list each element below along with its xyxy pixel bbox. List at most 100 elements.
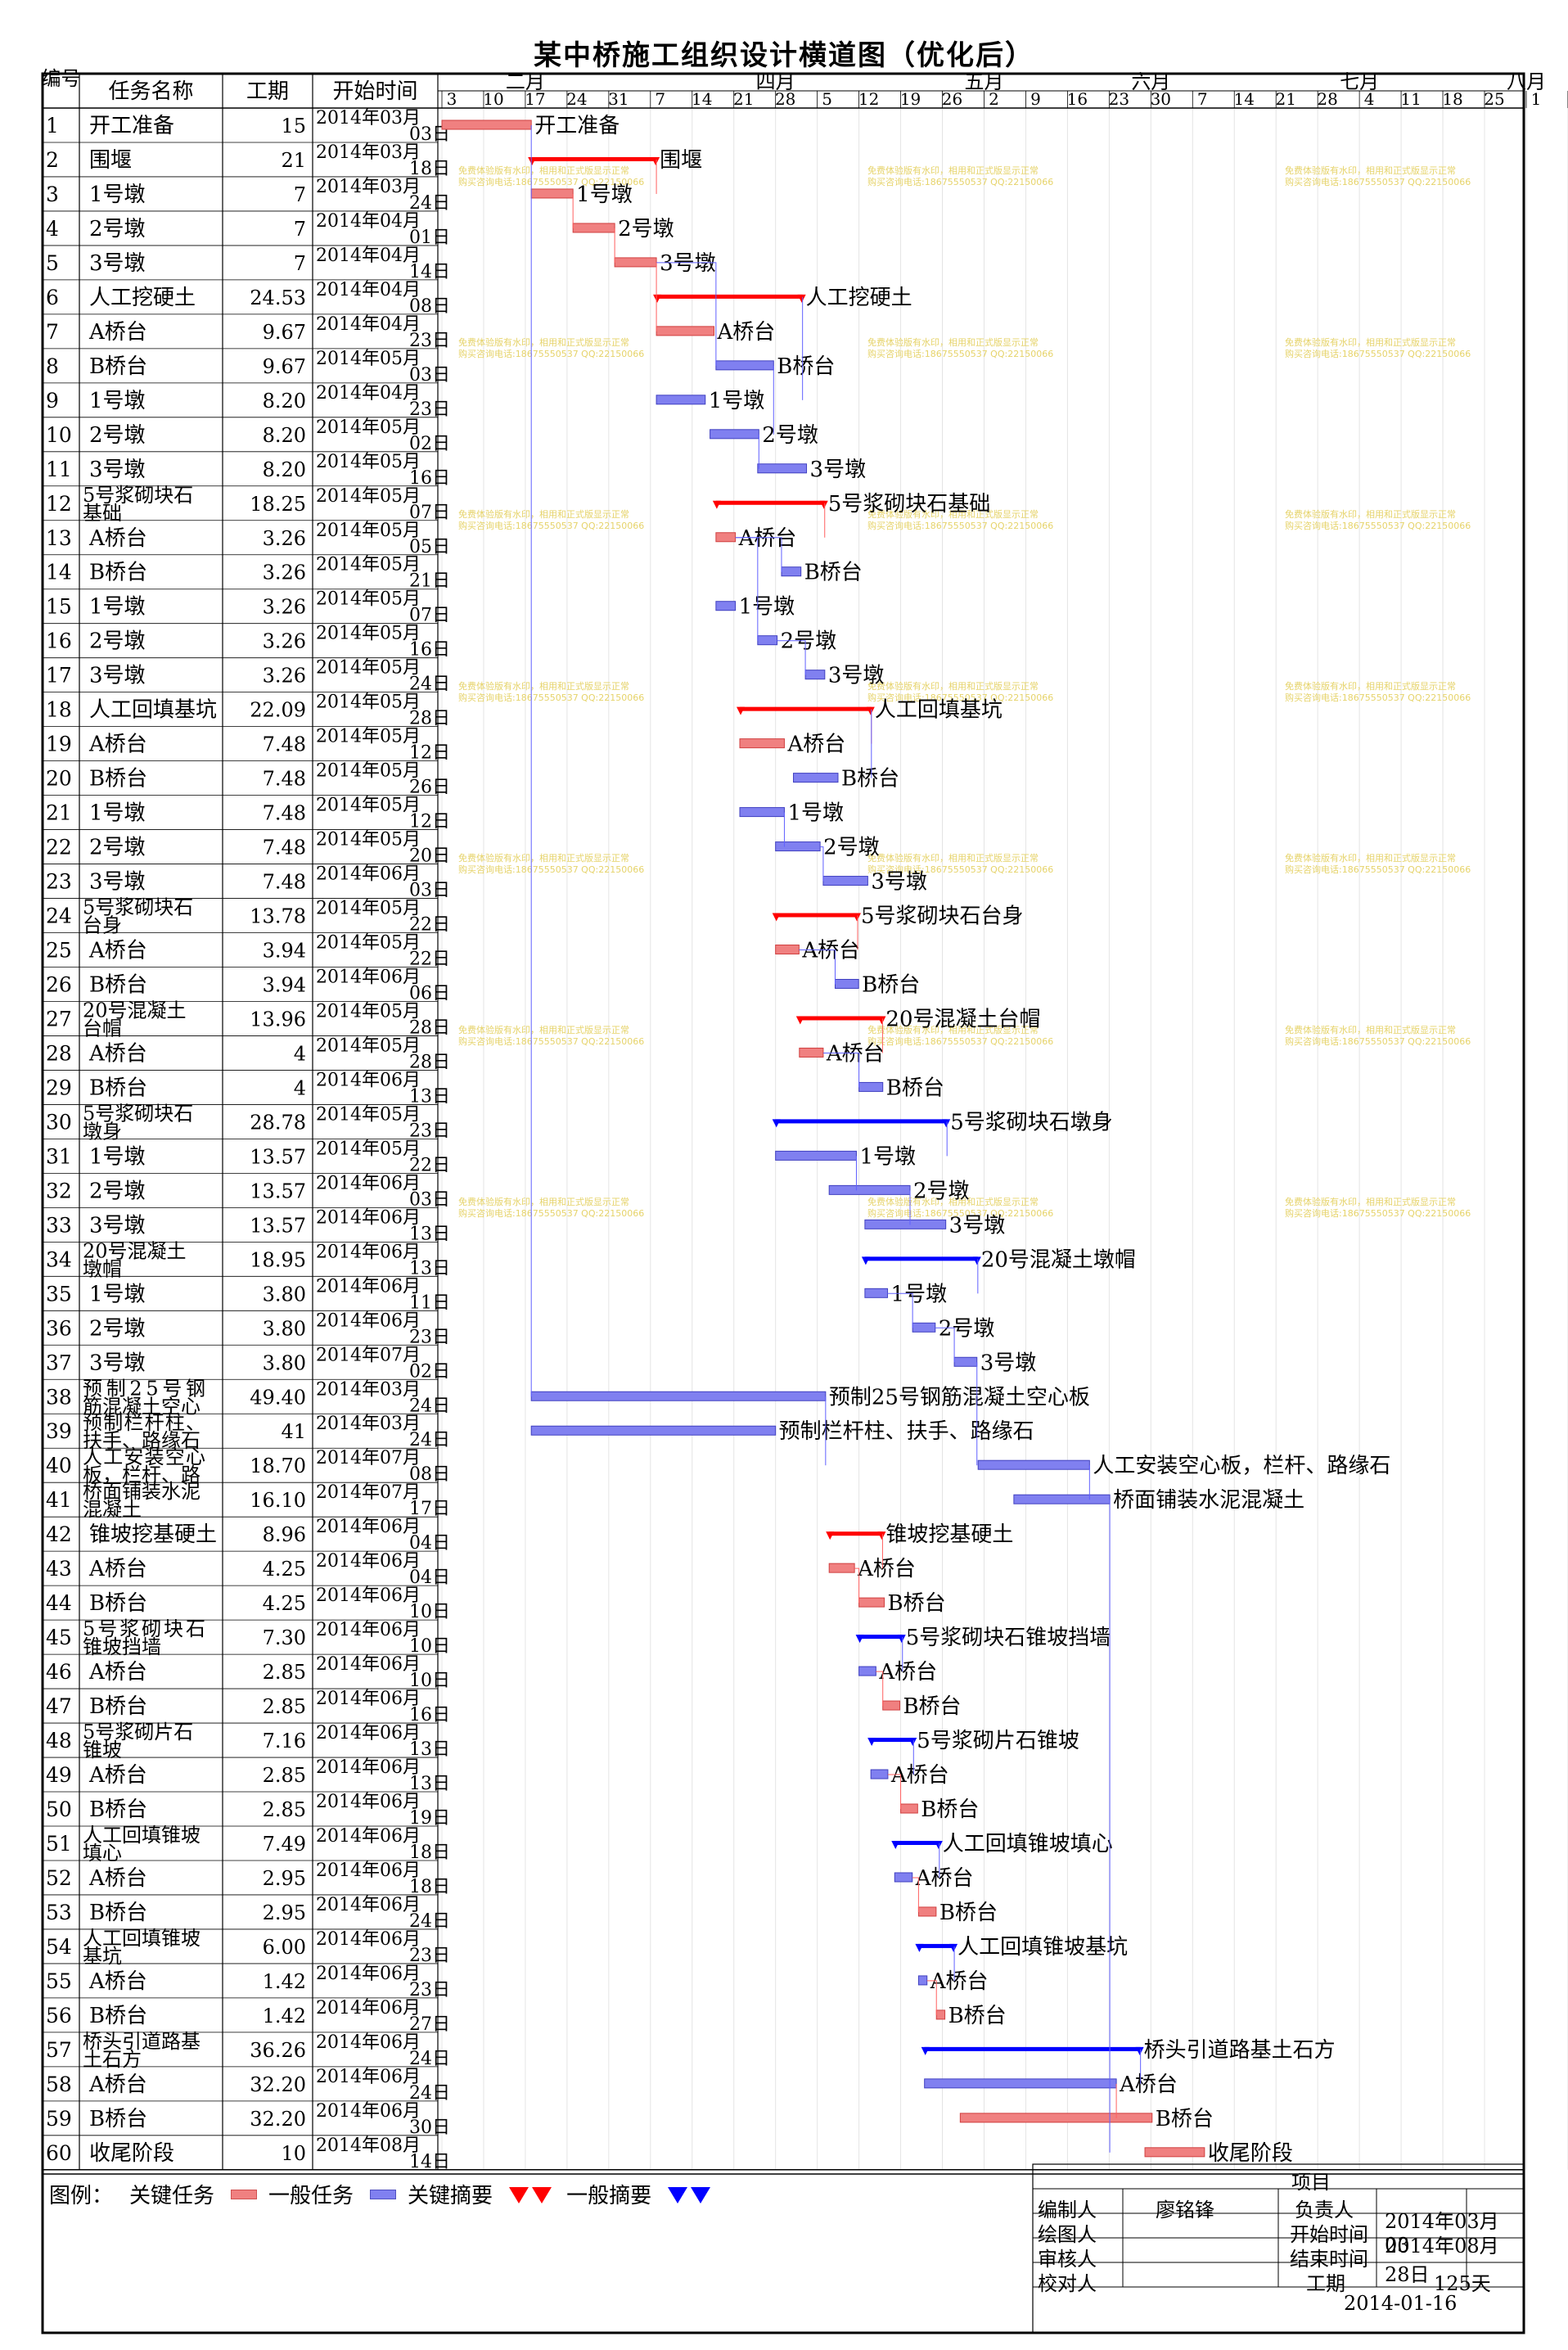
task-bar <box>614 257 657 268</box>
task-no: 16 <box>46 629 72 653</box>
task-start: 2014年05月 <box>316 1001 421 1022</box>
task-name: 5号浆砌块石 <box>83 484 193 507</box>
week-label: 12 <box>858 89 879 109</box>
week-label: 9 <box>1030 89 1041 109</box>
legend-critical-summary-label: 关键摘要 <box>408 2184 493 2208</box>
week-label: 17 <box>525 89 545 109</box>
task-start: 2014年05月 <box>316 727 421 747</box>
watermark-line1: 免费体验版有水印，相用和正式版显示正常 <box>458 852 629 864</box>
task-name: 开工准备 <box>89 114 174 138</box>
task-duration: 18.25 <box>250 493 306 516</box>
bar-label: B桥台 <box>804 561 863 585</box>
footer-end-value: 2014年08月28日 <box>1385 2235 1499 2286</box>
dependency-line <box>876 1671 884 1707</box>
chart-title: 某中桥施工组织设计横道图（优化后） <box>534 39 1034 72</box>
bar-label: A桥台 <box>890 1763 949 1788</box>
task-start-day: 17日 <box>409 1499 450 1519</box>
task-start-day: 24日 <box>409 2083 450 2104</box>
bar-label: B桥台 <box>862 972 920 997</box>
task-name: B桥台 <box>89 561 147 585</box>
task-start-day: 30日 <box>409 2118 450 2138</box>
outer-frame <box>41 72 1525 2334</box>
task-start-day: 23日 <box>409 1980 450 2000</box>
task-name: B桥台 <box>89 2107 147 2131</box>
task-start-day: 16日 <box>409 640 450 661</box>
task-start: 2014年04月 <box>316 314 421 335</box>
task-name: 锥坡挖基硬土 <box>89 1522 217 1547</box>
task-duration: 13.57 <box>250 1145 306 1168</box>
week-label: 26 <box>942 89 962 109</box>
task-start: 2014年05月 <box>316 589 421 610</box>
summary-end-marker <box>949 1943 958 1952</box>
task-no: 23 <box>46 870 72 894</box>
bar-label: 收尾阶段 <box>1208 2141 1293 2166</box>
task-start-day: 24日 <box>409 1396 450 1416</box>
task-duration: 13.57 <box>250 1214 306 1237</box>
task-duration: 3.26 <box>263 596 306 619</box>
task-start: 2014年05月 <box>316 1035 421 1056</box>
task-duration: 18.70 <box>250 1455 306 1477</box>
bar-label: 20号混凝土墩帽 <box>981 1247 1136 1272</box>
task-start-day: 12日 <box>409 812 450 832</box>
task-name: 人工回填锥坡 <box>83 1927 201 1950</box>
footer-start-label: 开始时间 <box>1290 2223 1368 2246</box>
task-no: 52 <box>46 1866 72 1890</box>
watermark-line2: 购买咨询电话:18675550537 QQ:22150066 <box>458 692 644 703</box>
task-start: 2014年05月 <box>316 796 421 816</box>
task-name: 围堰 <box>89 148 132 173</box>
bar-label: 2号墩 <box>618 217 674 241</box>
task-name: 1号墩 <box>89 389 146 413</box>
task-duration: 13.96 <box>250 1008 306 1031</box>
watermark-line2: 购买咨询电话:18675550537 QQ:22150066 <box>1285 864 1471 875</box>
bar-label: 3号墩 <box>828 664 885 688</box>
task-bar <box>757 463 808 474</box>
task-start-day: 03日 <box>409 881 450 901</box>
task-name-cont: 基础 <box>83 502 122 525</box>
task-name: 1号墩 <box>89 595 146 620</box>
watermark-line1: 免费体验版有水印，相用和正式版显示正常 <box>867 336 1039 348</box>
task-bar <box>530 1425 777 1436</box>
summary-bar <box>740 706 872 711</box>
task-start-day: 20日 <box>409 846 450 867</box>
header-no: 编号 <box>42 67 81 90</box>
task-duration: 24.53 <box>250 286 306 309</box>
task-start: 2014年04月 <box>316 280 421 300</box>
task-name-cont: 扶手、路缘石 <box>83 1429 201 1452</box>
task-bar <box>882 1700 900 1711</box>
task-no: 5 <box>46 251 59 275</box>
footer-checker-label: 校对人 <box>1038 2272 1097 2295</box>
bar-label: A桥台 <box>801 939 860 963</box>
task-duration: 4 <box>294 1042 306 1065</box>
task-no: 24 <box>46 904 72 928</box>
legend-general-summary-marker <box>668 2186 711 2203</box>
bar-label: A桥台 <box>738 526 797 551</box>
task-no: 9 <box>46 389 59 413</box>
footer-start-value: 2014年03月03 <box>1385 2210 1499 2257</box>
task-name: B桥台 <box>89 354 147 379</box>
task-no: 13 <box>46 526 72 550</box>
dependency-line <box>777 640 806 675</box>
header-duration: 工期 <box>246 79 289 104</box>
task-duration: 2.85 <box>263 1764 306 1787</box>
task-name-cont: 台身 <box>83 914 122 937</box>
week-label: 16 <box>1067 89 1088 109</box>
task-duration: 3.26 <box>263 562 306 584</box>
task-name: 20号混凝土 <box>83 999 187 1022</box>
legend-title: 图例： <box>49 2184 114 2208</box>
week-label: 11 <box>1400 89 1421 109</box>
watermark-line1: 免费体验版有水印，相用和正式版显示正常 <box>458 336 629 348</box>
bar-label: 人工安装空心板，栏杆、路缘石 <box>1093 1454 1390 1478</box>
watermark-line1: 免费体验版有水印，相用和正式版显示正常 <box>1285 852 1456 864</box>
task-start-day: 13日 <box>409 1774 450 1794</box>
task-duration: 49.40 <box>250 1386 306 1409</box>
task-start: 2014年04月 <box>316 383 421 404</box>
summary-bar <box>858 1635 903 1640</box>
task-no: 14 <box>46 561 72 584</box>
task-duration: 4.25 <box>263 1592 306 1615</box>
watermark-line2: 购买咨询电话:18675550537 QQ:22150066 <box>1285 176 1471 187</box>
summary-start-marker <box>772 913 781 922</box>
watermark-line2: 购买咨询电话:18675550537 QQ:22150066 <box>458 1035 644 1047</box>
footer-owner-label: 负责人 <box>1295 2199 1354 2221</box>
week-label: 24 <box>566 89 587 109</box>
task-no: 57 <box>46 2038 72 2062</box>
